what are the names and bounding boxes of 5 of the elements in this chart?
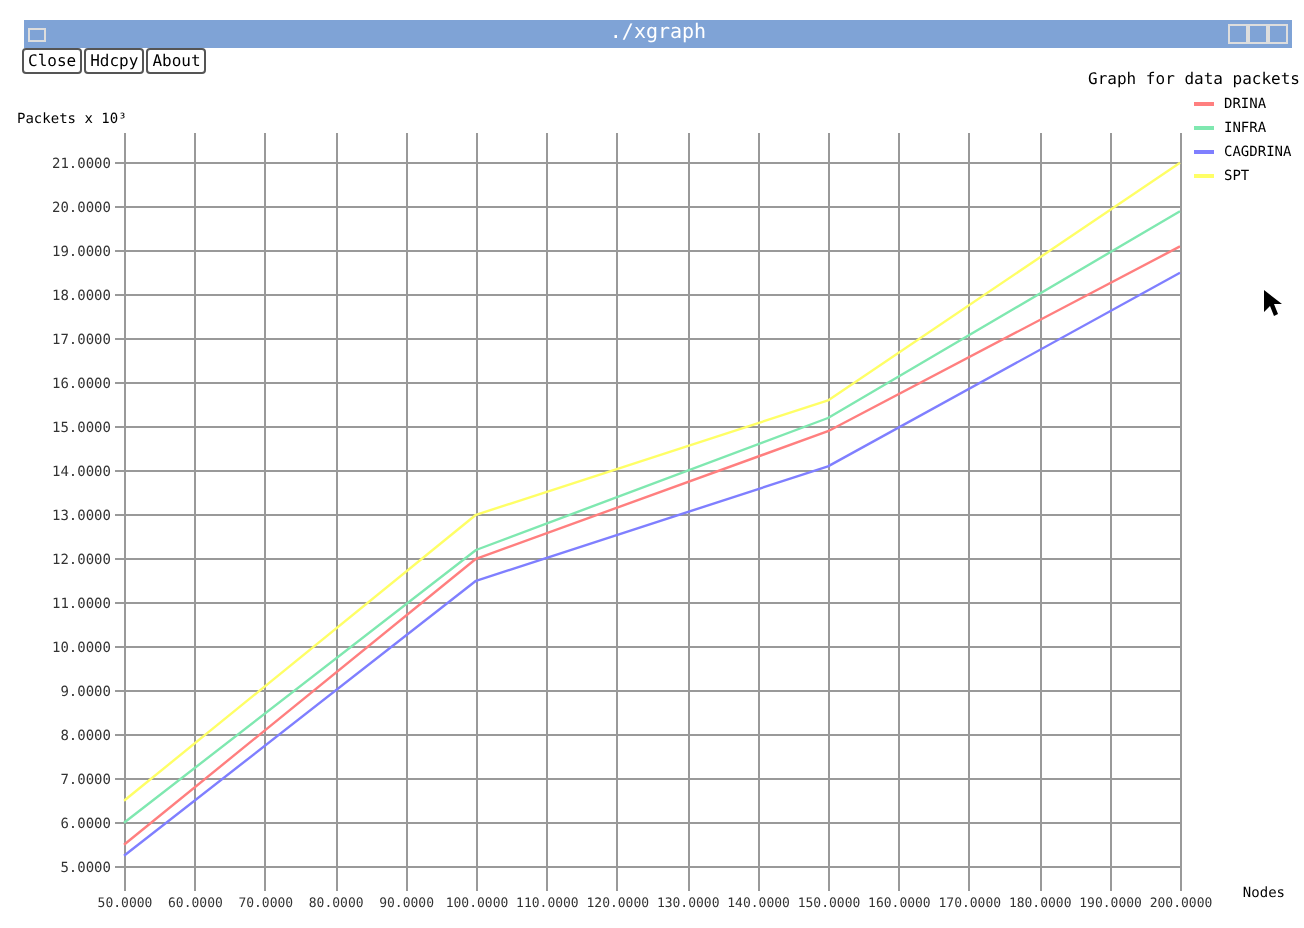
text: ./xgraph [24, 20, 1292, 48]
text: About [146, 48, 207, 74]
chart-title: Graph for data packets [1088, 70, 1301, 88]
text: Hdcpy [84, 48, 145, 74]
text: Close [22, 48, 83, 74]
